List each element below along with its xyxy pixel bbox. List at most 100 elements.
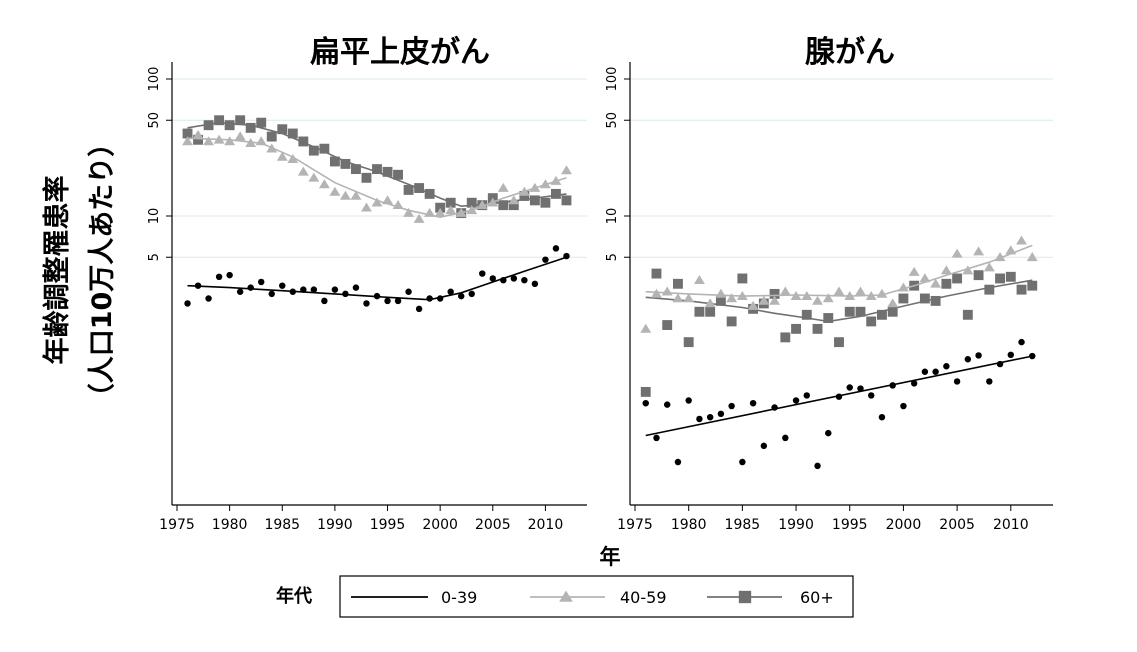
data-point: [908, 266, 920, 276]
data-point: [728, 402, 735, 410]
data-point: [247, 284, 254, 291]
data-point: [662, 320, 673, 330]
legend-entry-60+: 60+: [707, 588, 834, 607]
data-point: [758, 295, 770, 305]
data-point: [205, 295, 212, 302]
x-tick-label: 1980: [671, 517, 707, 533]
data-point: [236, 288, 244, 295]
data-point: [455, 207, 467, 217]
data-point: [194, 282, 202, 289]
data-point: [792, 397, 800, 404]
y-tick-label: 50: [147, 112, 162, 129]
data-point: [489, 275, 497, 282]
y-axis-title: 年齢調整罹患率 （人口10万人あたり）: [41, 130, 118, 411]
series-40-59: [640, 235, 1038, 333]
data-point: [213, 134, 225, 144]
data-point: [685, 397, 692, 404]
data-point: [771, 404, 778, 411]
legend: 年代 0-39 40-59 60+: [276, 575, 854, 618]
x-tick-label: 1985: [725, 517, 761, 533]
data-point: [466, 197, 477, 208]
y-axis-title-line1: 年齢調整罹患率: [41, 176, 73, 365]
y-tick-label: 5: [605, 253, 620, 261]
data-point: [943, 363, 950, 370]
data-point: [887, 298, 899, 308]
data-point: [214, 115, 225, 126]
data-point: [203, 136, 215, 146]
data-point: [542, 256, 549, 263]
data-point: [403, 207, 415, 217]
data-point: [329, 186, 341, 196]
data-point: [339, 190, 351, 200]
data-point: [661, 286, 673, 296]
data-point: [279, 282, 286, 289]
x-tick-label: 2010: [528, 517, 564, 533]
data-point: [518, 186, 530, 196]
series-60+: [640, 268, 1038, 397]
data-point: [930, 278, 942, 288]
data-point: [737, 273, 748, 284]
data-point: [865, 290, 877, 300]
data-point: [268, 290, 275, 298]
data-point: [468, 290, 475, 298]
data-point: [801, 309, 812, 320]
data-point: [413, 213, 425, 223]
data-point: [822, 293, 834, 303]
data-point: [779, 286, 791, 296]
data-point: [266, 131, 277, 142]
data-point: [224, 120, 235, 131]
data-point: [739, 458, 746, 466]
y-tick-label: 10: [147, 208, 162, 225]
x-tick-label: 1995: [832, 517, 868, 533]
data-point: [693, 275, 705, 285]
data-point: [919, 273, 931, 283]
legend-entry-40-59: 40-59: [530, 588, 667, 607]
x-axis-title: 年: [600, 545, 621, 569]
data-point: [760, 442, 768, 450]
y-tick-label: 100: [147, 67, 162, 92]
data-point: [382, 195, 393, 205]
data-point: [561, 165, 572, 175]
data-point: [715, 288, 727, 298]
data-point: [372, 164, 382, 175]
data-point: [833, 286, 845, 296]
data-point: [887, 306, 898, 317]
series-0-39: [184, 245, 570, 313]
data-point: [835, 393, 843, 400]
x-tick-label: 2005: [939, 517, 975, 533]
data-point: [300, 286, 307, 293]
data-point: [435, 202, 446, 213]
y-tick-label: 10: [605, 208, 620, 225]
data-point: [1018, 338, 1025, 346]
data-point: [1005, 245, 1017, 255]
data-point: [705, 306, 716, 317]
legend-marker: [738, 590, 752, 604]
data-point: [715, 295, 726, 306]
data-point: [276, 151, 288, 161]
data-point: [1027, 280, 1038, 291]
data-point: [953, 378, 961, 385]
legend-title: 年代: [276, 585, 312, 607]
data-point: [255, 136, 267, 146]
data-point: [392, 199, 404, 209]
data-point: [900, 402, 907, 410]
data-point: [363, 300, 370, 307]
data-point: [257, 278, 265, 286]
data-point: [226, 271, 233, 279]
data-point: [498, 200, 509, 211]
data-point: [319, 143, 330, 154]
data-point: [951, 248, 963, 258]
legend-label: 0-39: [441, 588, 477, 607]
data-point: [749, 399, 757, 407]
data-point: [1016, 284, 1027, 295]
x-tick-label: 2010: [993, 517, 1029, 533]
data-point: [683, 293, 695, 303]
panel-squamous: 扁平上皮がん 5 10 50 100 1975 1980 1985 1990 1995 2000 20…: [147, 35, 587, 533]
data-point: [508, 195, 520, 205]
data-point: [726, 316, 737, 327]
data-point: [706, 413, 714, 421]
data-point: [550, 175, 562, 185]
data-point: [551, 188, 561, 199]
data-point: [704, 298, 716, 308]
